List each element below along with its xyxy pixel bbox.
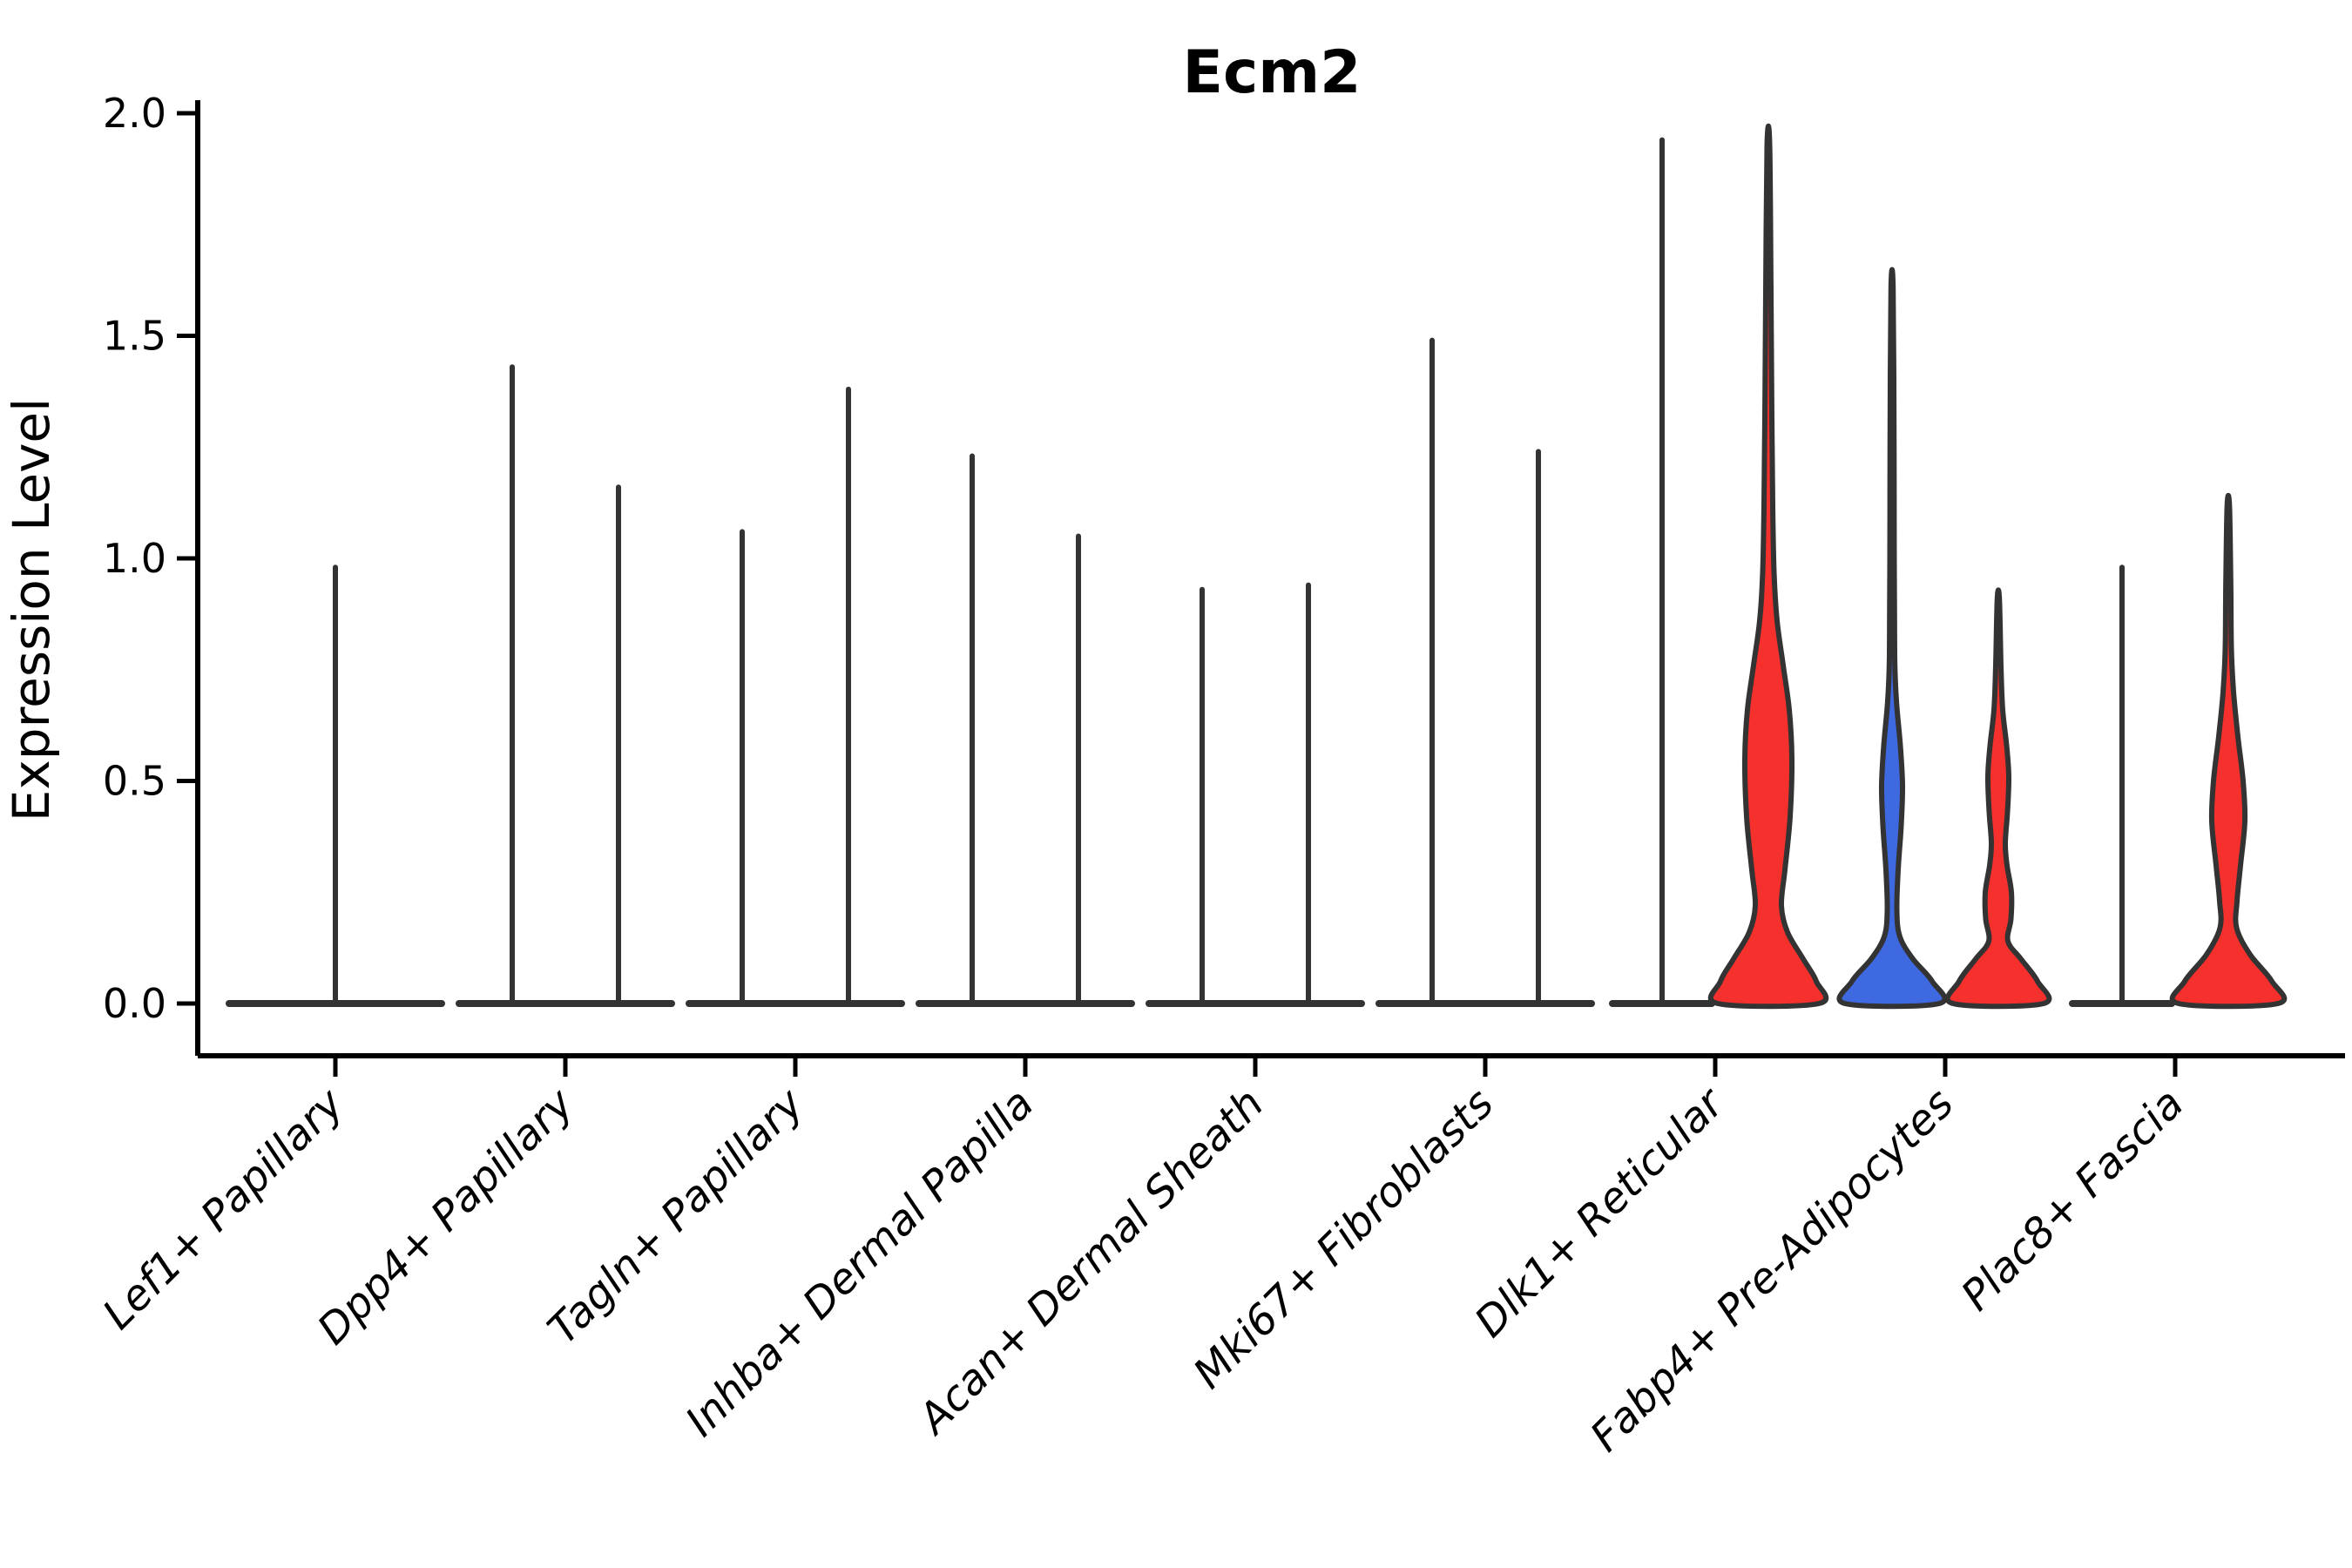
- x-tick-label: Lef1+ Papillary: [93, 1078, 354, 1339]
- violin-body-blue: [1836, 267, 1948, 1010]
- violin-body-red: [2169, 492, 2288, 1010]
- x-tick-label: Dlk1+ Reticular: [1465, 1078, 1735, 1348]
- x-tick-label: Fabp4+ Pre-Adipocytes: [1581, 1079, 1963, 1462]
- y-tick-label: 1.5: [103, 313, 166, 360]
- violin-body-red: [1944, 587, 2052, 1010]
- y-tick-label: 0.0: [103, 980, 166, 1027]
- y-tick-label: 2.0: [103, 90, 166, 137]
- violin-body-red: [1707, 123, 1829, 1010]
- y-tick-label: 1.0: [103, 535, 166, 582]
- y-axis-label: Expression Level: [2, 398, 61, 821]
- x-tick-label: Tagln+ Papillary: [538, 1078, 814, 1354]
- x-tick-label: Dpp4+ Papillary: [308, 1078, 584, 1354]
- chart-title: Ecm2: [1183, 38, 1362, 107]
- x-tick-label: Plac8+ Fascia: [1952, 1079, 2193, 1321]
- y-tick-label: 0.5: [103, 758, 166, 805]
